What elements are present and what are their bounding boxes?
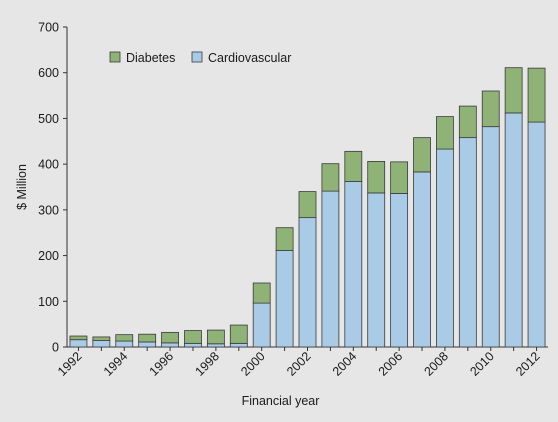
bar-cardiovascular-2009 <box>458 137 477 348</box>
y-tick-label: 200 <box>38 249 59 263</box>
bar-diabetes-2006 <box>390 161 409 194</box>
bar-diabetes-2005 <box>367 160 386 194</box>
bar-cardiovascular-2003 <box>321 190 340 348</box>
bar-diabetes-1994 <box>115 334 134 342</box>
y-tick-label: 600 <box>38 66 59 80</box>
bar-cardiovascular-2011 <box>504 112 523 348</box>
bar-cardiovascular-1995 <box>138 341 157 348</box>
legend-swatch-cardiovascular <box>191 51 203 63</box>
bar-diabetes-2009 <box>458 105 477 139</box>
bar-diabetes-2000 <box>252 282 271 304</box>
bar-diabetes-2010 <box>481 90 500 128</box>
x-tick-label: 1996 <box>147 349 177 379</box>
bar-cardiovascular-2008 <box>436 148 454 348</box>
bar-cardiovascular-2006 <box>390 192 409 348</box>
y-tick-label: 700 <box>38 21 59 35</box>
bar-cardiovascular-2012 <box>527 121 546 348</box>
bar-cardiovascular-1996 <box>161 342 179 348</box>
x-tick-label: 2008 <box>421 349 451 379</box>
bar-cardiovascular-1998 <box>206 343 225 348</box>
bar-cardiovascular-2000 <box>252 302 271 348</box>
bar-diabetes-2002 <box>298 191 317 219</box>
x-tick-label: 2002 <box>284 349 314 379</box>
x-tick-label: 2006 <box>376 349 406 379</box>
bar-diabetes-2007 <box>413 137 431 173</box>
bar-cardiovascular-2001 <box>275 250 294 348</box>
bar-diabetes-1998 <box>206 329 225 345</box>
bar-cardiovascular-1993 <box>92 340 111 348</box>
bar-diabetes-1993 <box>92 336 111 342</box>
bar-cardiovascular-2010 <box>481 126 500 348</box>
y-tick-label: 300 <box>38 203 59 217</box>
y-axis-label: $ Million <box>15 164 29 210</box>
bar-diabetes-2004 <box>344 150 363 182</box>
bars <box>69 67 546 348</box>
bar-cardiovascular-1999 <box>229 342 248 348</box>
x-tick-label: 1994 <box>101 349 131 379</box>
y-tick-label: 100 <box>38 295 59 309</box>
bar-diabetes-1996 <box>161 331 179 344</box>
bar-diabetes-1999 <box>229 324 248 344</box>
y-tick-label: 500 <box>38 112 59 126</box>
x-tick-label: 2000 <box>238 349 268 379</box>
bar-diabetes-1997 <box>184 330 202 344</box>
bar-diabetes-2011 <box>504 67 523 114</box>
bar-cardiovascular-2002 <box>298 217 317 348</box>
legend: Diabetes Cardiovascular <box>109 51 291 65</box>
bar-diabetes-2012 <box>527 67 546 123</box>
bar-diabetes-2001 <box>275 227 294 251</box>
x-tick-label: 1998 <box>192 349 222 379</box>
x-tick-label: 2012 <box>513 349 543 379</box>
x-tick-label: 2010 <box>467 349 497 379</box>
bar-diabetes-2008 <box>436 116 454 150</box>
bar-diabetes-1992 <box>69 335 88 341</box>
legend-label-cardiovascular: Cardiovascular <box>208 51 291 65</box>
legend-label-diabetes: Diabetes <box>126 51 175 65</box>
x-tick-label: 2004 <box>330 349 360 379</box>
y-tick-label: 0 <box>52 341 59 355</box>
bar-cardiovascular-1992 <box>69 339 88 348</box>
x-tick-label: 1992 <box>55 349 85 379</box>
y-tick-label: 400 <box>38 158 59 172</box>
bar-cardiovascular-2007 <box>413 171 431 348</box>
bar-cardiovascular-2005 <box>367 192 386 348</box>
bar-diabetes-1995 <box>138 333 157 343</box>
bar-cardiovascular-1994 <box>115 340 134 348</box>
bar-diabetes-2003 <box>321 163 340 192</box>
bar-cardiovascular-1997 <box>184 342 202 348</box>
bar-cardiovascular-2004 <box>344 181 363 348</box>
x-axis-label: Financial year <box>242 394 320 408</box>
legend-swatch-diabetes <box>109 51 121 63</box>
